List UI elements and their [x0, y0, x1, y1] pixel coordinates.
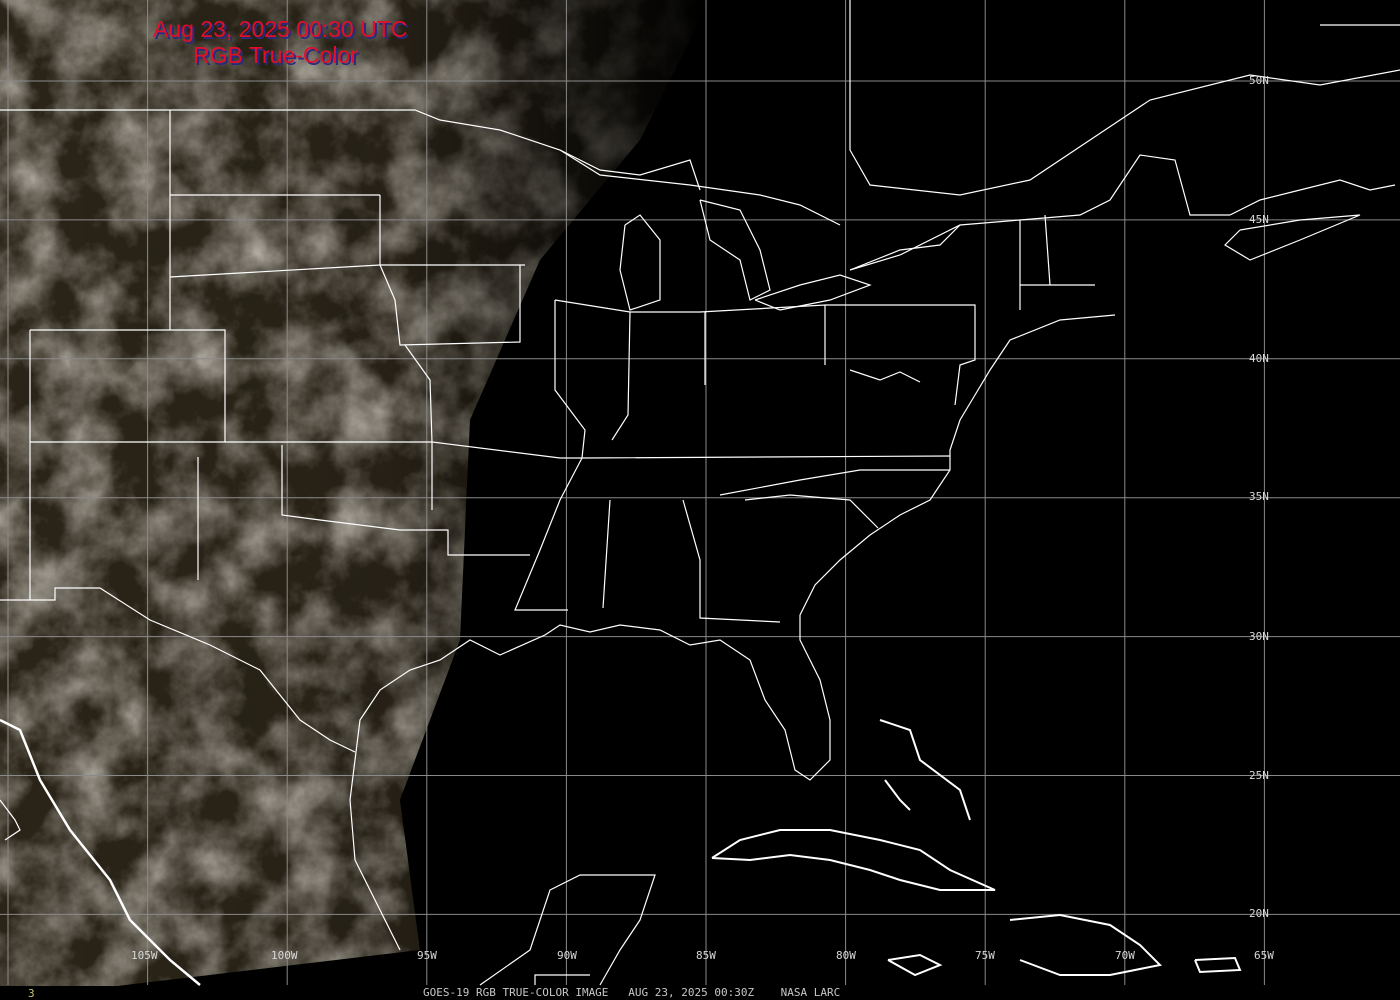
lon-label: 105W [131, 949, 158, 962]
lon-label: 70W [1115, 949, 1135, 962]
lon-label: 95W [417, 949, 437, 962]
lon-label: 80W [836, 949, 856, 962]
product-title: RGB True-Color [193, 42, 358, 68]
lon-label: 75W [975, 949, 995, 962]
lat-label: 30N [1249, 630, 1269, 643]
footer-bar [0, 986, 1400, 1000]
frame-number: 3 [28, 987, 35, 1000]
lon-label: 85W [696, 949, 716, 962]
image-caption: GOES-19 RGB TRUE-COLOR IMAGE AUG 23, 202… [423, 986, 841, 999]
lat-label: 20N [1249, 907, 1269, 920]
lon-label: 90W [557, 949, 577, 962]
lat-label: 45N [1249, 213, 1269, 226]
timestamp-title: Aug 23, 2025 00:30 UTC [153, 16, 408, 42]
lat-label: 25N [1249, 769, 1269, 782]
lon-label: 100W [271, 949, 298, 962]
lat-label: 35N [1249, 490, 1269, 503]
lat-label: 50N [1249, 74, 1269, 87]
lat-label: 40N [1249, 352, 1269, 365]
lon-label: 65W [1254, 949, 1274, 962]
